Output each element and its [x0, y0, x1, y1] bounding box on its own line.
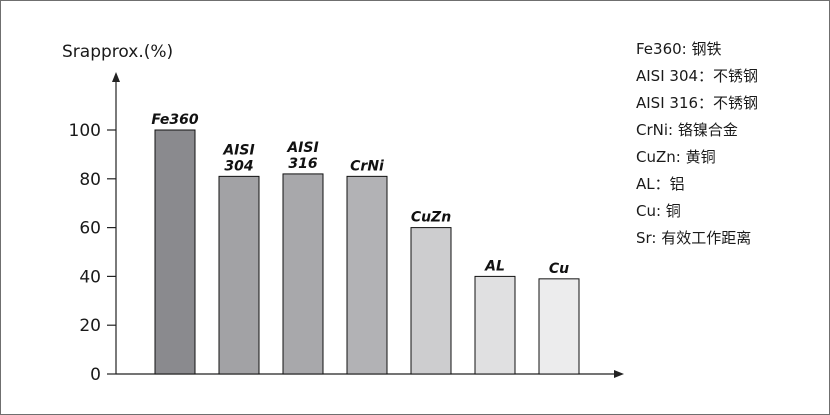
bar-fe360 [154, 129, 196, 375]
y-tick-label: 60 [79, 219, 101, 239]
y-axis-label: Srapprox.(%) [62, 42, 173, 62]
bar-cu [538, 278, 580, 375]
bar-label: AL [484, 258, 505, 274]
x-axis-arrow-icon [614, 370, 624, 378]
bar-label: CrNi [350, 158, 384, 174]
bar-label: AISI [286, 140, 318, 156]
legend-item: CuZn: 黄铜 [636, 148, 716, 166]
legend-item: AISI 304：不锈钢 [636, 67, 759, 85]
y-tick-label: 0 [90, 365, 101, 385]
bar-aisi-304 [218, 175, 260, 375]
y-tick-label: 20 [79, 316, 101, 336]
bar-cuzn [410, 227, 452, 375]
legend-item: Fe360: 钢铁 [636, 40, 722, 58]
y-tick-label: 40 [79, 267, 101, 287]
bar-aisi-316 [282, 173, 324, 375]
bar-al [474, 275, 516, 375]
y-axis-arrow-icon [112, 72, 120, 82]
bar-crni [346, 175, 388, 375]
bar-label: Fe360 [151, 112, 198, 128]
y-tick-label: 80 [79, 170, 101, 190]
legend-item: Cu: 铜 [636, 202, 681, 220]
legend-item: Sr: 有效工作距离 [636, 229, 752, 247]
legend-item: AL：铝 [636, 175, 685, 193]
bars [154, 129, 580, 375]
bar-label: 304 [224, 158, 253, 174]
bar-label: 316 [288, 156, 317, 172]
bar-label: AISI [222, 142, 254, 158]
legend: Fe360: 钢铁 AISI 304：不锈钢 AISI 316：不锈钢 CrNi: 铬… [636, 36, 758, 252]
bar-label: CuZn [411, 210, 451, 226]
y-ticks: 0 20 40 60 80 100 [69, 121, 116, 385]
legend-item: CrNi: 铬镍合金 [636, 121, 738, 139]
y-tick-label: 100 [69, 121, 101, 141]
bar-label: Cu [549, 261, 569, 277]
legend-item: AISI 316：不锈钢 [636, 94, 759, 112]
